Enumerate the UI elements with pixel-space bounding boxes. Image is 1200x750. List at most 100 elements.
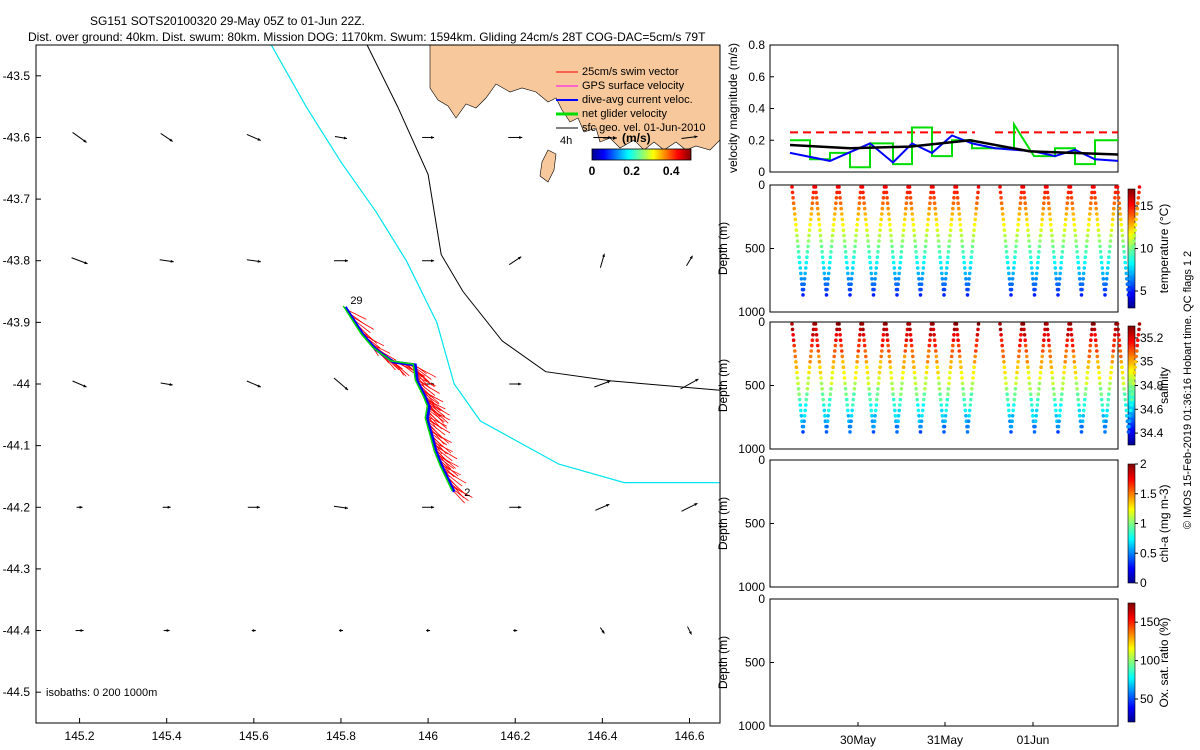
swim-vector (416, 372, 430, 389)
profile-sample (1086, 360, 1091, 364)
profile-sample (1061, 381, 1065, 386)
profile-sample (1023, 201, 1027, 205)
profile-sample (1013, 255, 1017, 259)
profile-sample (967, 271, 972, 276)
profile-sample (1095, 349, 1099, 353)
profile-sample (869, 408, 874, 413)
profile-sample (820, 255, 825, 259)
profile-sample (958, 354, 962, 359)
profile-sample (943, 277, 948, 281)
profile-sample (1052, 255, 1056, 259)
profile-sample (1127, 424, 1131, 429)
profile-sample (866, 244, 871, 249)
profile-sample (954, 185, 959, 189)
profile-sample (797, 397, 802, 402)
profile-sample (952, 196, 956, 200)
profile-sample (960, 381, 965, 386)
profile-sample (963, 408, 968, 413)
profile-sample (1053, 403, 1058, 407)
profile-sample (950, 349, 955, 353)
profile-sample (908, 327, 912, 332)
profile-sample (1081, 408, 1086, 413)
profile-sample (937, 387, 942, 391)
profile-sample (1048, 212, 1052, 216)
profile-sample (967, 414, 971, 418)
profile-sample (1040, 354, 1044, 359)
profile-sample (1121, 381, 1126, 386)
profile-sample (916, 266, 920, 270)
profile-sample (901, 228, 906, 232)
profile-sample (1069, 333, 1074, 337)
profile-sample (1027, 376, 1031, 380)
profile-sample (966, 424, 970, 429)
profile-sample (1111, 212, 1116, 216)
profile-sample (829, 387, 833, 391)
profile-sample (869, 271, 874, 276)
profile-sample (795, 233, 799, 238)
velocity-series (789, 120, 1119, 169)
profile-sample (818, 233, 823, 238)
profile-sample (1047, 343, 1051, 348)
profile-sample (1089, 333, 1094, 337)
profile-sample (802, 277, 807, 281)
profile-sample (954, 322, 959, 326)
profile-sample (1104, 282, 1108, 287)
profile-sample (801, 287, 806, 292)
profile-sample (1022, 196, 1027, 200)
profile-sample (1117, 338, 1121, 343)
profile-sample (1093, 201, 1098, 205)
profile-sample (1066, 333, 1070, 337)
profile-sample (884, 327, 889, 332)
profile-sample (1012, 260, 1017, 265)
profile-sample (843, 244, 847, 249)
profile-sample (1096, 223, 1100, 227)
profile-sample (1038, 239, 1042, 243)
profile-sample (1049, 365, 1054, 370)
profile-sample (1048, 354, 1053, 359)
map-xtick-label: 146.2 (500, 729, 530, 743)
profile-sample (1014, 376, 1019, 380)
profile-sample (1016, 354, 1021, 359)
profile-sample (1111, 349, 1116, 353)
profile-sample (890, 381, 894, 386)
cb-tick-label: 150 (1140, 615, 1160, 629)
profile-sample (1080, 419, 1085, 424)
profile-sample (928, 338, 932, 343)
profile-sample (908, 196, 913, 200)
profile-sample (1023, 343, 1028, 348)
profile-sample (967, 277, 971, 281)
profile-sample (937, 244, 941, 249)
swim-vector (428, 408, 450, 421)
profile-sample (1107, 250, 1112, 254)
profile-sample (873, 277, 877, 281)
profile-sample (1132, 370, 1137, 375)
profile-sample (1084, 387, 1088, 391)
vel-ytick-label: 0.4 (748, 102, 765, 116)
profile-sample (827, 403, 832, 407)
profile-sample (864, 360, 869, 364)
current-arrowhead (257, 384, 261, 388)
profile-sample (1131, 381, 1136, 386)
profile-sample (819, 244, 824, 249)
current-arrowhead (602, 253, 605, 258)
profile-sample (875, 397, 879, 402)
profile-sample (1050, 370, 1054, 375)
profile-sample (884, 190, 889, 195)
profile-sample (1012, 403, 1016, 407)
profile-sample (912, 233, 917, 238)
profile-sample (794, 223, 798, 227)
profile-sample (890, 244, 894, 249)
profile-sample (886, 206, 890, 211)
profile-sample (909, 338, 913, 343)
profile-sample (798, 266, 803, 270)
profile-sample (1068, 322, 1073, 326)
profile-sample (1007, 414, 1012, 418)
profile-sample (849, 282, 853, 287)
profile-sample (1015, 228, 1020, 232)
profile-sample (1070, 343, 1075, 348)
profile-sample (912, 370, 917, 375)
profile-sample (818, 228, 822, 232)
profile-sample (802, 282, 806, 287)
profile-sample (802, 419, 806, 424)
profile-sample (1077, 271, 1082, 276)
